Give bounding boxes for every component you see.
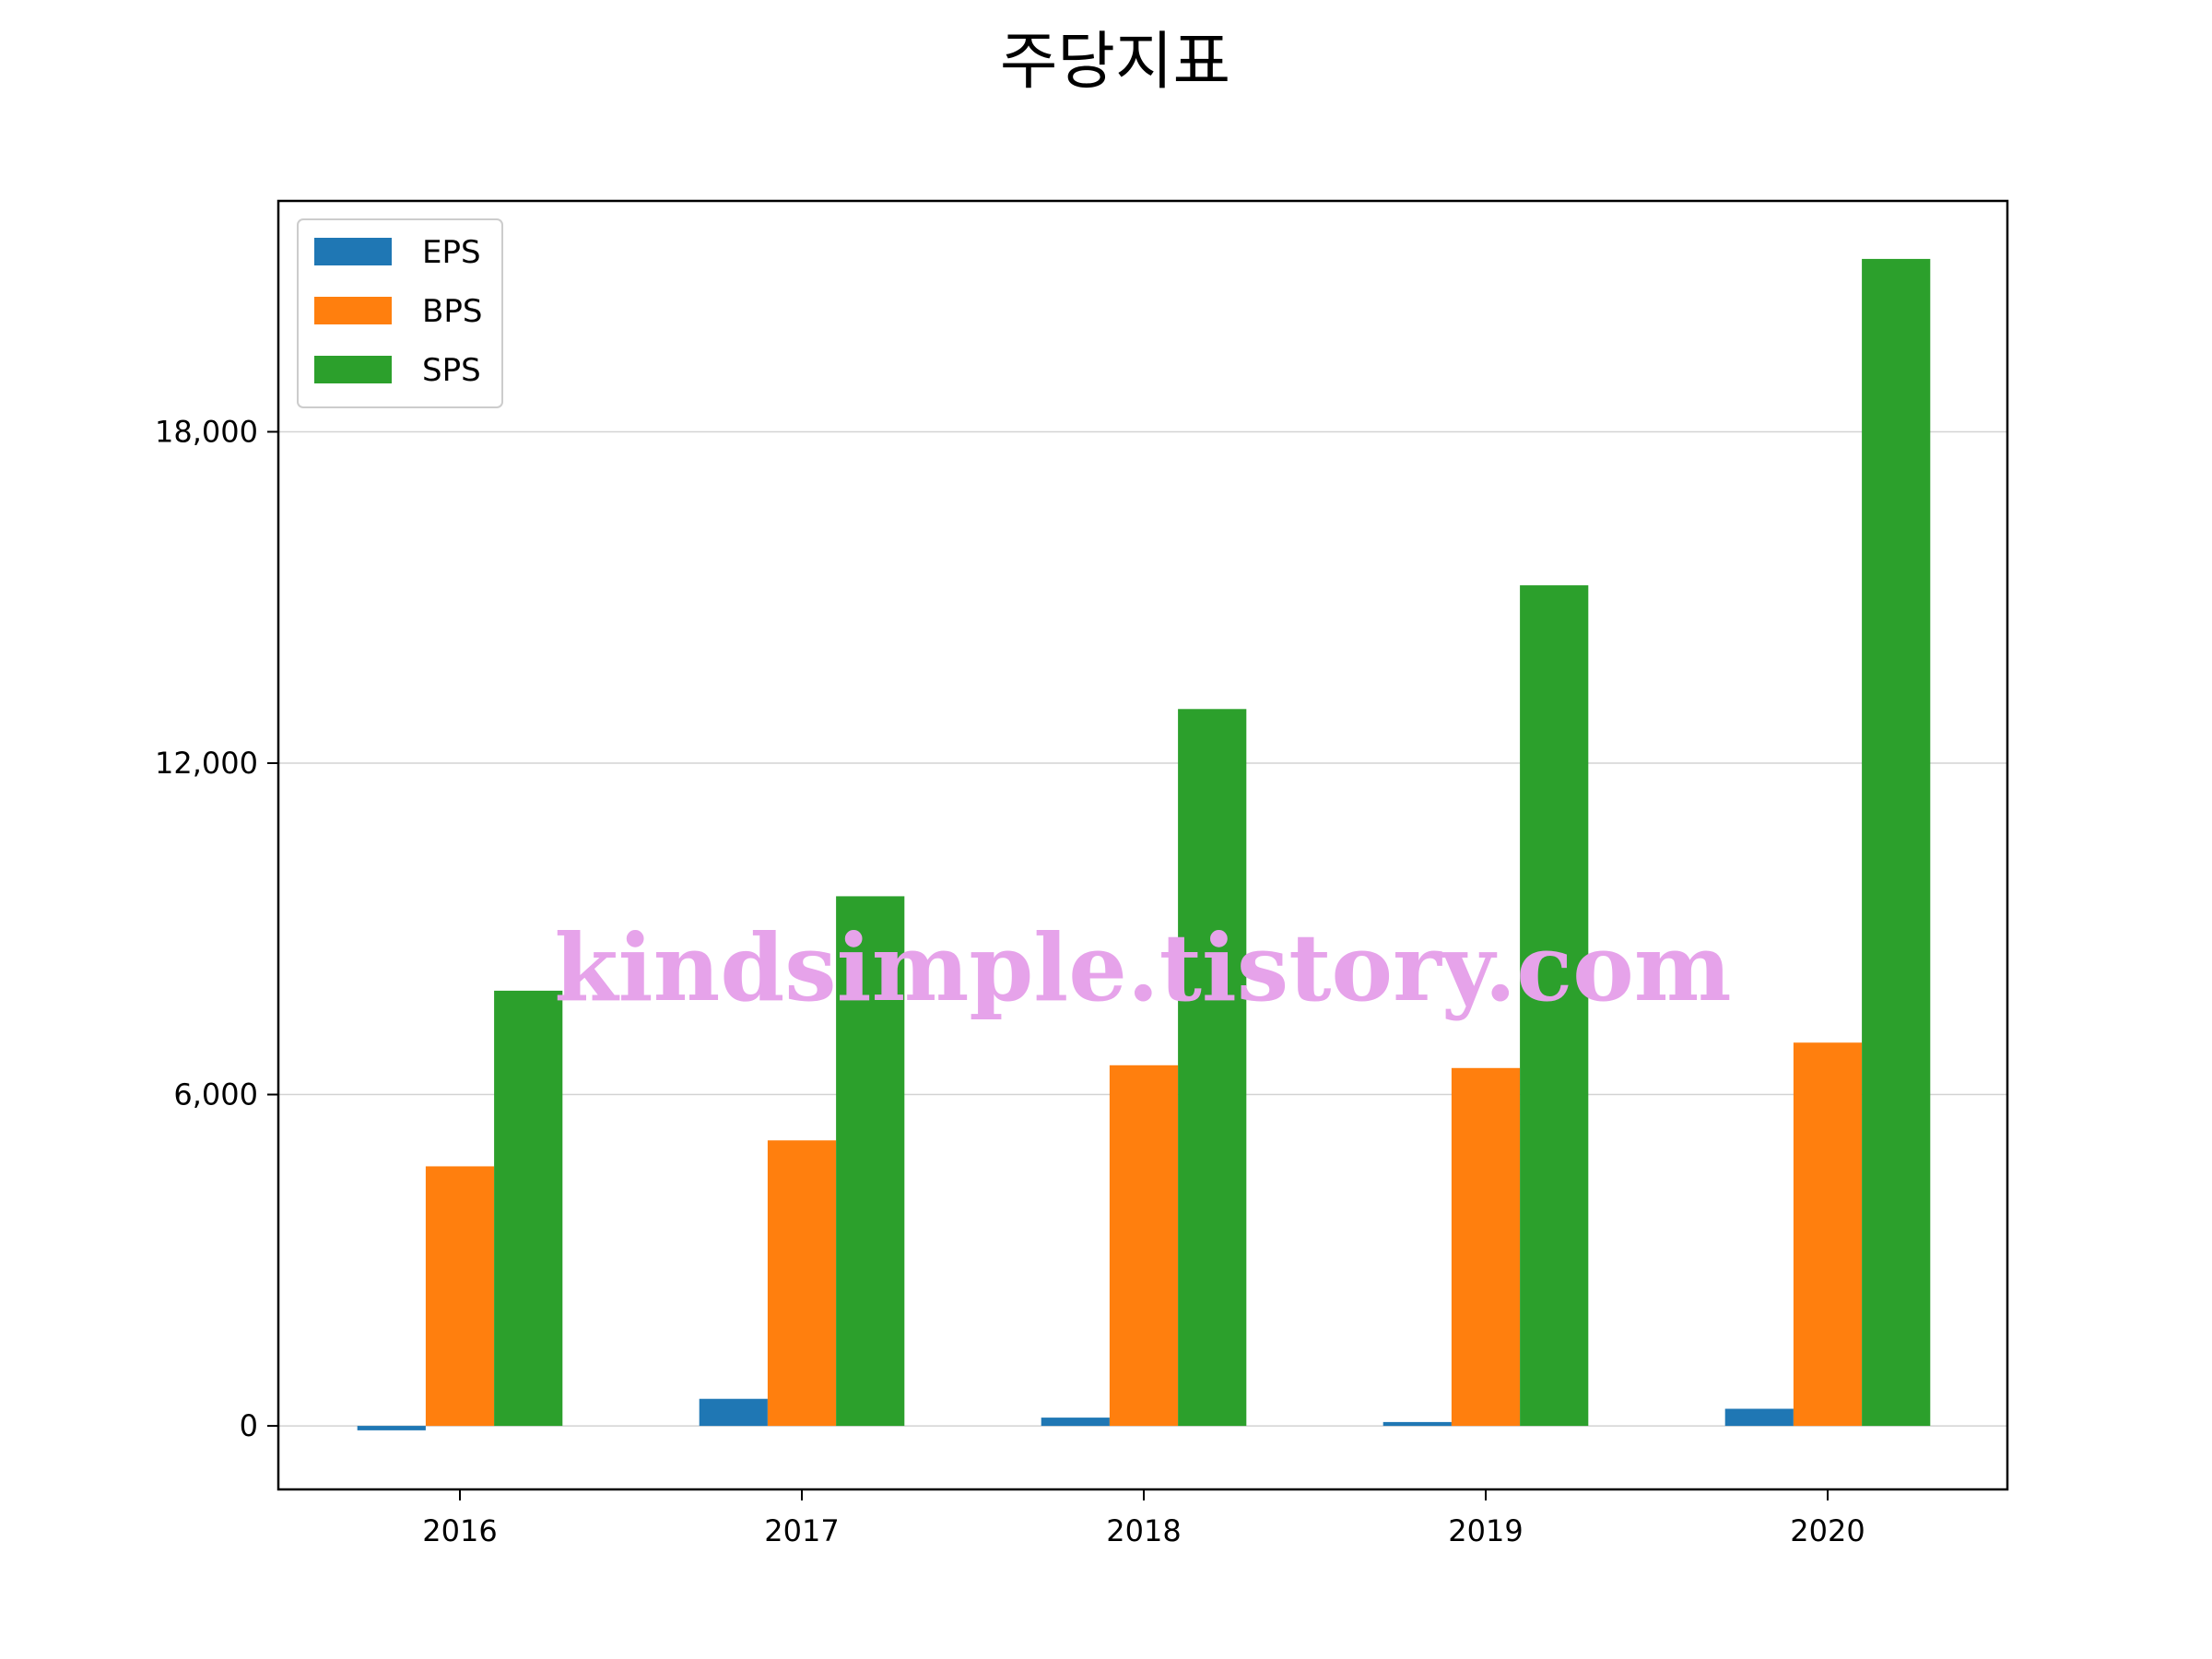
bar-bps-2016 (425, 1166, 495, 1427)
legend: EPS BPS SPS (297, 218, 503, 408)
x-tick-label: 2020 (1790, 1513, 1865, 1548)
y-axis: 0 6,000 12,000 18,000 (155, 414, 278, 1443)
bar-sps-2017 (836, 896, 905, 1427)
x-tick-label: 2019 (1448, 1513, 1523, 1548)
bar-bps-2020 (1793, 1042, 1863, 1427)
x-tick-label: 2018 (1106, 1513, 1181, 1548)
bar-eps-2020 (1724, 1408, 1794, 1427)
x-tick-label: 2017 (764, 1513, 839, 1548)
y-tick-label: 6,000 (173, 1077, 258, 1112)
bar-eps-2018 (1041, 1418, 1110, 1427)
legend-swatch-eps (314, 238, 392, 265)
legend-label-sps: SPS (422, 352, 481, 389)
bar-eps-2019 (1382, 1421, 1452, 1427)
y-tick-label: 18,000 (155, 414, 258, 449)
bars (357, 258, 1931, 1430)
legend-label-bps: BPS (422, 293, 482, 330)
bar-sps-2020 (1862, 258, 1931, 1427)
bar-bps-2018 (1109, 1065, 1179, 1427)
bar-bps-2019 (1451, 1067, 1521, 1427)
y-tick-label: 12,000 (155, 746, 258, 781)
bar-bps-2017 (767, 1140, 837, 1427)
bar-eps-2017 (699, 1398, 768, 1427)
bar-sps-2016 (494, 990, 563, 1427)
chart-title: 주당지표 (1000, 26, 1230, 99)
x-tick-label: 2016 (422, 1513, 497, 1548)
bar-sps-2019 (1520, 585, 1589, 1427)
legend-swatch-bps (314, 297, 392, 324)
bar-eps-2016 (357, 1426, 426, 1430)
watermark: kindsimple.tistory.com (554, 913, 1731, 1022)
x-axis: 2016 2017 2018 2019 2020 (422, 1489, 1865, 1548)
legend-label-eps: EPS (422, 234, 481, 271)
bar-sps-2018 (1178, 709, 1247, 1427)
y-tick-label: 0 (240, 1408, 258, 1443)
legend-swatch-sps (314, 356, 392, 383)
